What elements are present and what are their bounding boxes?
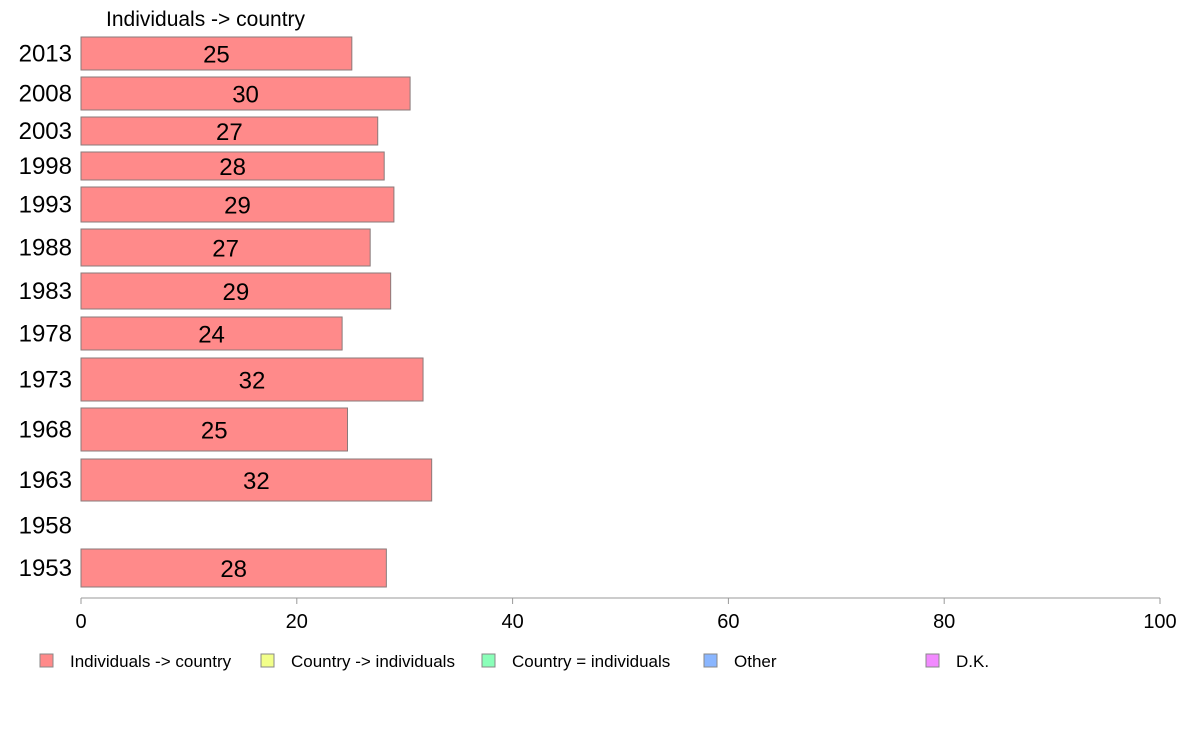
bar-1983 bbox=[80, 272, 392, 310]
legend-swatch-country-individuals bbox=[481, 653, 496, 668]
value-label-1998: 28 bbox=[219, 154, 246, 181]
x-tick-label-100: 100 bbox=[1143, 611, 1176, 633]
bar-1988 bbox=[80, 228, 371, 267]
bar-2008 bbox=[80, 76, 411, 111]
legend-swatch-individuals-country bbox=[39, 653, 54, 668]
value-label-1978: 24 bbox=[198, 322, 225, 349]
chart-title: Individuals -> country bbox=[106, 8, 306, 31]
bar-1953 bbox=[80, 548, 387, 588]
year-label-1993: 1993 bbox=[19, 192, 72, 219]
legend-label-other: Other bbox=[734, 652, 777, 671]
legend-swatch-country-individuals bbox=[260, 653, 275, 668]
bar-1993 bbox=[80, 186, 395, 223]
x-tick-label-20: 20 bbox=[286, 611, 308, 633]
legend-label-country-individuals: Country = individuals bbox=[512, 652, 670, 671]
bar-1968 bbox=[80, 407, 349, 452]
legend-label-individuals-country: Individuals -> country bbox=[70, 652, 232, 671]
year-label-1968: 1968 bbox=[19, 417, 72, 444]
year-label-1983: 1983 bbox=[19, 278, 72, 305]
value-label-1953: 28 bbox=[220, 556, 247, 583]
x-tick-label-80: 80 bbox=[933, 611, 955, 633]
x-tick-label-0: 0 bbox=[75, 611, 86, 633]
x-tick-label-40: 40 bbox=[501, 611, 523, 633]
value-label-1968: 25 bbox=[201, 418, 228, 445]
year-label-1958: 1958 bbox=[19, 513, 72, 540]
x-tick-label-60: 60 bbox=[717, 611, 739, 633]
legend: Individuals -> country Country -> individ… bbox=[39, 652, 989, 671]
value-label-2008: 30 bbox=[232, 82, 259, 109]
bar-1973 bbox=[80, 357, 424, 402]
value-label-2013: 25 bbox=[203, 42, 230, 69]
bar-2003 bbox=[80, 116, 379, 146]
legend-label-d-k: D.K. bbox=[956, 652, 989, 671]
value-label-1983: 29 bbox=[222, 279, 249, 306]
bar-1963 bbox=[80, 458, 433, 502]
bar-1998 bbox=[80, 151, 385, 181]
year-label-1973: 1973 bbox=[19, 367, 72, 394]
year-label-2008: 2008 bbox=[19, 81, 72, 108]
year-label-1978: 1978 bbox=[19, 321, 72, 348]
bars-group: 2013 25 2008 30 2003 27 1998 28 1993 29 1988 27 1983… bbox=[19, 36, 433, 588]
x-axis: 0 20 40 60 80 100 bbox=[75, 597, 1177, 633]
year-label-2013: 2013 bbox=[19, 41, 72, 68]
year-label-1963: 1963 bbox=[19, 467, 72, 494]
legend-label-country-individuals: Country -> individuals bbox=[291, 652, 455, 671]
year-label-1988: 1988 bbox=[19, 235, 72, 262]
year-label-1998: 1998 bbox=[19, 153, 72, 180]
value-label-1993: 29 bbox=[224, 193, 251, 220]
bar-1978 bbox=[80, 316, 343, 351]
legend-swatch-d-k bbox=[925, 653, 940, 668]
year-label-2003: 2003 bbox=[19, 118, 72, 145]
legend-swatch-other bbox=[703, 653, 718, 668]
value-label-1963: 32 bbox=[243, 468, 270, 495]
year-label-1953: 1953 bbox=[19, 555, 72, 582]
value-label-1988: 27 bbox=[212, 236, 239, 263]
bar-2013 bbox=[80, 36, 353, 71]
value-label-2003: 27 bbox=[216, 119, 243, 146]
value-label-1973: 32 bbox=[239, 368, 266, 395]
